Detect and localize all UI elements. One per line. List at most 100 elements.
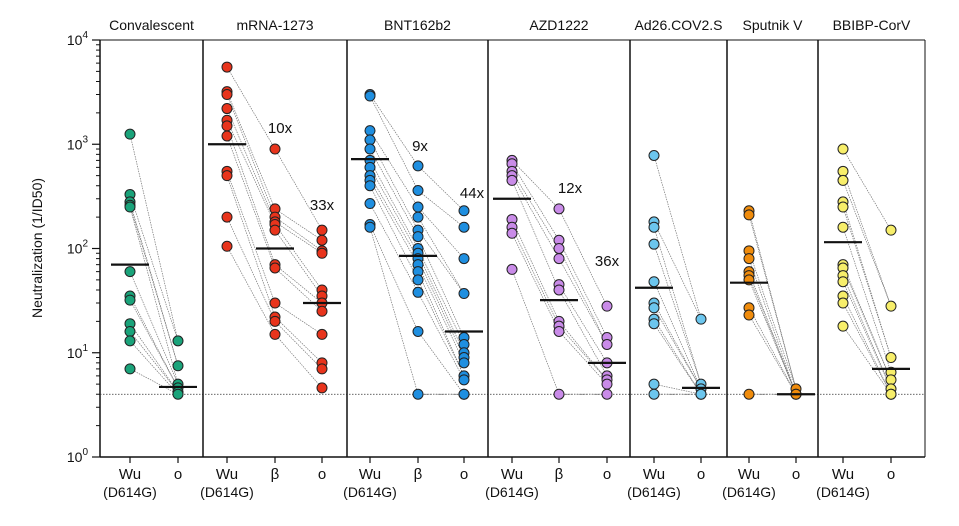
- data-point: [837, 320, 849, 332]
- paired-line: [558, 248, 608, 345]
- data-point: [601, 378, 613, 390]
- paired-line: [511, 175, 560, 259]
- fold-change-label: 33x: [310, 197, 335, 214]
- data-point: [743, 309, 755, 321]
- data-point: [743, 253, 755, 265]
- paired-line: [129, 271, 179, 385]
- x-tick-sublabel: (D614G): [722, 484, 776, 500]
- paired-line: [842, 325, 892, 395]
- y-axis-label: Neutralization (1/ID50): [29, 178, 45, 318]
- data-point: [316, 363, 328, 375]
- panel-title: BNT162b2: [384, 17, 451, 33]
- data-point: [364, 134, 376, 146]
- x-tick-sublabel: (D614G): [200, 484, 254, 500]
- fold-change-label: 12x: [558, 180, 583, 197]
- data-point: [316, 224, 328, 236]
- y-tick-label: 101: [67, 343, 89, 361]
- data-point: [316, 382, 328, 394]
- data-point: [743, 209, 755, 221]
- panel-bbibp-corv: [824, 143, 910, 400]
- paired-line: [369, 227, 419, 395]
- data-point: [172, 335, 184, 347]
- paired-line: [129, 340, 179, 395]
- paired-line: [369, 130, 419, 208]
- paired-line: [129, 299, 179, 389]
- panel-title: Sputnik V: [743, 17, 804, 33]
- paired-line: [369, 185, 419, 281]
- data-point: [506, 263, 518, 275]
- data-point: [316, 305, 328, 317]
- data-point: [648, 221, 660, 233]
- data-point: [221, 170, 233, 182]
- paired-line: [511, 171, 560, 249]
- data-point: [221, 120, 233, 132]
- paired-line: [129, 194, 179, 341]
- data-point: [124, 128, 136, 140]
- panel-azd1222: [493, 154, 626, 400]
- data-point: [885, 352, 897, 364]
- paired-line: [653, 383, 702, 395]
- data-point: [412, 388, 424, 400]
- y-tick-exponent: 4: [82, 30, 88, 41]
- data-point: [837, 201, 849, 213]
- x-tick-label: o: [460, 466, 468, 483]
- paired-line: [653, 307, 702, 390]
- paired-line: [417, 292, 465, 380]
- paired-line: [369, 95, 419, 191]
- data-point: [553, 253, 565, 265]
- paired-line: [226, 120, 276, 225]
- paired-line: [417, 264, 465, 364]
- paired-line: [558, 208, 608, 307]
- y-tick-exponent: 1: [82, 343, 88, 354]
- y-tick-label: 102: [67, 239, 89, 257]
- paired-line: [417, 331, 465, 395]
- panel-title: Convalescent: [109, 17, 194, 33]
- data-point: [506, 174, 518, 186]
- data-point: [648, 276, 660, 288]
- paired-line: [653, 244, 702, 385]
- data-point: [221, 103, 233, 115]
- data-point: [553, 203, 565, 215]
- paired-line: [226, 246, 276, 335]
- data-point: [837, 276, 849, 288]
- data-point: [695, 388, 707, 400]
- paired-line: [558, 321, 608, 381]
- y-tick-exponent: 2: [82, 239, 88, 250]
- fold-change-label: 44x: [460, 185, 485, 202]
- panel-title: mRNA-1273: [236, 17, 313, 33]
- paired-line: [653, 318, 702, 395]
- x-tick-sublabel: (D614G): [343, 484, 397, 500]
- data-point: [269, 297, 281, 309]
- paired-line: [417, 253, 465, 353]
- data-point: [553, 243, 565, 254]
- paired-line: [129, 206, 179, 385]
- paired-line: [369, 148, 419, 237]
- paired-line: [369, 180, 419, 265]
- data-point: [364, 125, 376, 137]
- paired-line: [748, 314, 797, 395]
- data-point: [648, 378, 660, 390]
- paired-line: [653, 323, 702, 395]
- data-point: [172, 360, 184, 372]
- data-point: [553, 388, 565, 400]
- data-point: [648, 318, 660, 330]
- data-point: [553, 284, 565, 296]
- paired-line: [369, 203, 419, 293]
- data-point: [172, 388, 184, 400]
- data-point: [458, 357, 470, 369]
- y-tick-exponent: 0: [82, 447, 88, 458]
- data-point: [412, 325, 424, 337]
- data-point: [221, 130, 233, 142]
- data-point: [837, 221, 849, 233]
- data-point: [458, 288, 470, 300]
- paired-line: [274, 229, 323, 297]
- data-point: [269, 328, 281, 340]
- paired-line: [274, 334, 323, 389]
- data-point: [412, 211, 424, 223]
- paired-line: [558, 331, 608, 385]
- data-point: [124, 325, 136, 337]
- panel-bnt162b2: [351, 89, 483, 400]
- panel-convalescent: [111, 128, 197, 400]
- paired-line: [129, 331, 179, 393]
- data-point: [648, 302, 660, 314]
